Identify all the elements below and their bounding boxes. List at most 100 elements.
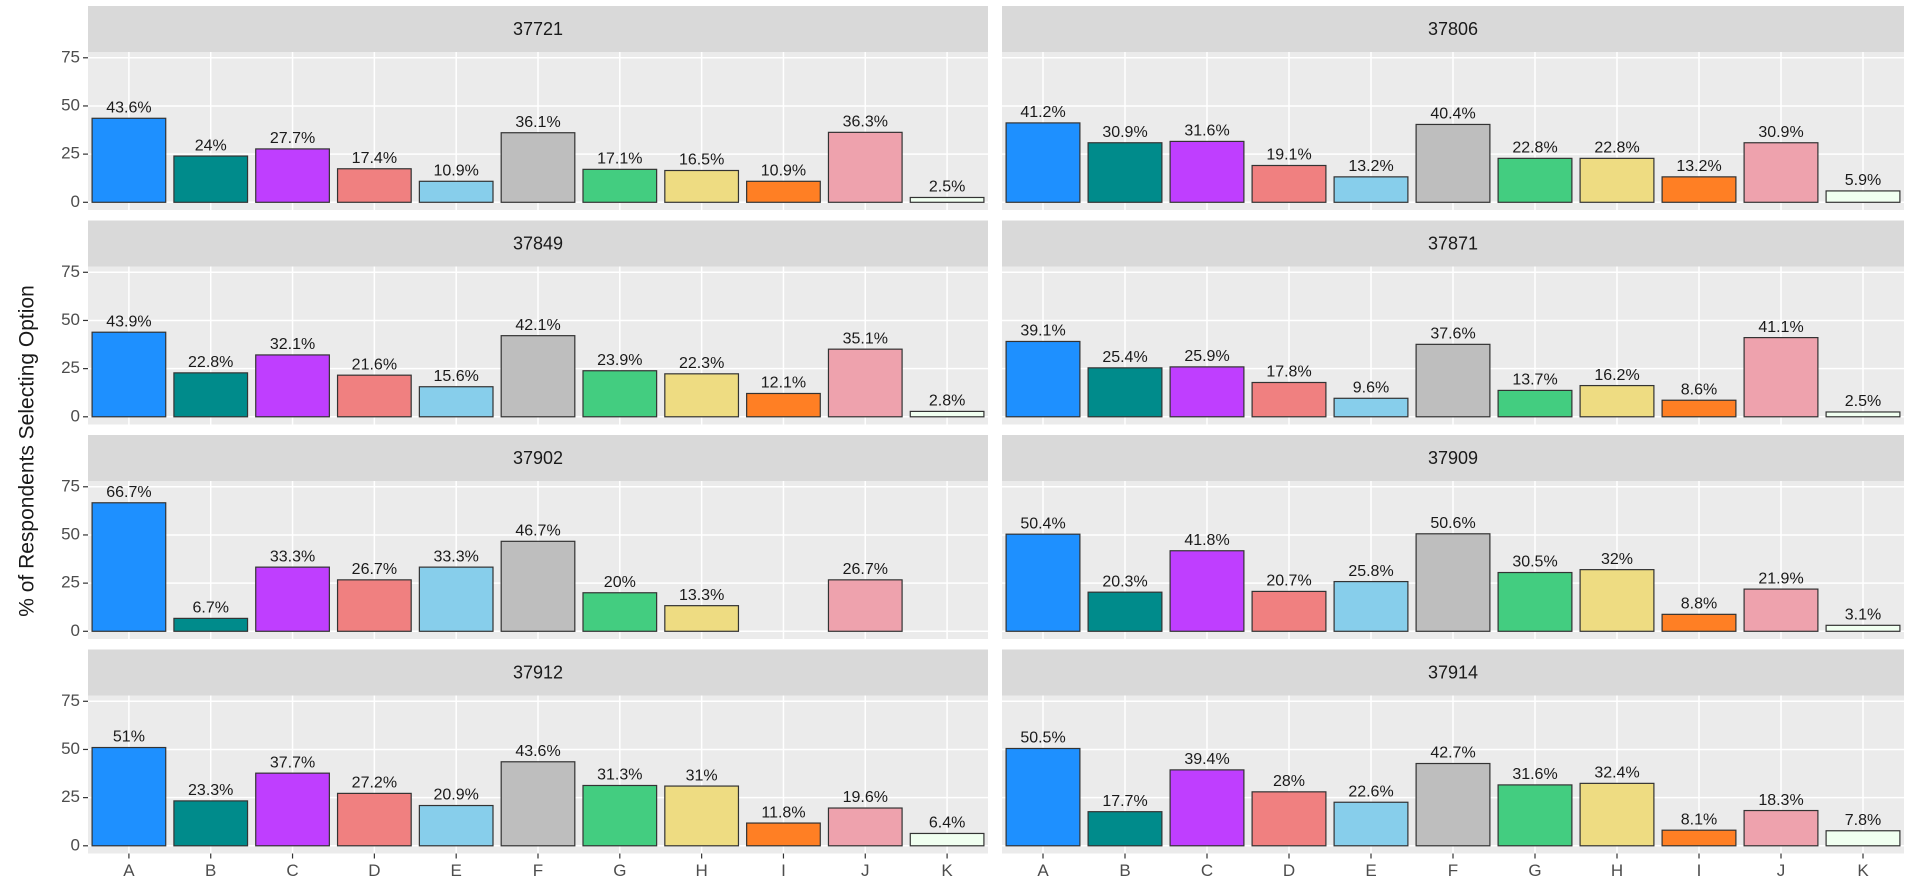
bar [1415,343,1491,418]
x-tick-label: G [1528,861,1541,880]
value-label: 36.1% [515,114,560,131]
x-tick-label: D [1283,861,1295,880]
bar [1825,411,1901,418]
bar [1661,613,1737,632]
y-tick-label: 75 [61,47,80,66]
value-label: 10.9% [433,163,478,180]
value-label: 15.6% [433,368,478,385]
bar [1005,122,1081,203]
value-label: 17.7% [1102,793,1147,810]
panel-title: 37912 [513,662,563,682]
bar [1825,190,1901,203]
bar [1579,157,1655,203]
bar [827,348,903,418]
value-label: 19.1% [1266,147,1311,164]
bar [1579,569,1655,632]
value-label: 32.1% [270,336,315,353]
bar [1251,590,1327,632]
value-label: 19.6% [843,789,888,806]
bar [336,374,412,418]
value-label: 7.8% [1845,812,1881,829]
y-tick-label: 0 [71,835,80,854]
value-label: 41.1% [1758,319,1803,336]
y-tick-label: 50 [61,310,80,329]
value-label: 36.3% [843,114,888,131]
bar [582,168,658,203]
x-tick-label: A [1037,861,1049,880]
strip [88,649,988,696]
bar [746,392,821,418]
value-label: 8.1% [1681,811,1717,828]
value-label: 32% [1601,551,1633,568]
bar [909,410,985,418]
strip [1002,220,1904,267]
value-label: 33.3% [270,548,315,565]
bar [173,617,249,632]
x-tick-label: K [941,861,953,880]
value-label: 26.7% [352,561,397,578]
bar [1169,769,1245,847]
value-label: 22.6% [1348,783,1393,800]
x-tick-label: H [695,861,707,880]
value-label: 30.5% [1512,554,1557,571]
bar [1087,811,1163,847]
x-tick-label: F [533,861,543,880]
strip [88,6,988,52]
bar [1333,397,1409,418]
value-label: 25.9% [1184,348,1229,365]
bar [582,370,658,418]
y-axis-label: % of Respondents Selecting Option [16,285,39,617]
bar [500,761,576,847]
value-label: 31.3% [597,767,642,784]
bar [173,372,249,418]
value-label: 2.5% [1845,393,1881,410]
value-label: 3.1% [1845,607,1881,624]
bar [1497,157,1573,203]
value-label: 37.6% [1430,326,1475,343]
bar [91,502,167,632]
x-tick-label: G [613,861,626,880]
bar [1661,399,1737,418]
bar [91,746,167,847]
x-tick-label: K [1857,861,1869,880]
value-label: 35.1% [843,330,888,347]
x-tick-label: A [123,861,135,880]
value-label: 17.1% [597,151,642,168]
x-tick-label: J [861,861,870,880]
bar [1251,164,1327,203]
x-tick-label: B [205,861,216,880]
x-tick-label: F [1448,861,1458,880]
bar [1333,580,1409,632]
value-label: 17.8% [1266,364,1311,381]
bar [746,822,821,847]
y-tick-label: 75 [61,476,80,495]
bar [1743,809,1819,847]
bar [1169,550,1245,632]
bar [418,386,494,418]
value-label: 43.9% [106,313,151,330]
value-label: 20% [604,574,636,591]
bar [1743,337,1819,418]
value-label: 12.1% [761,375,806,392]
value-label: 37.7% [270,754,315,771]
strip [88,220,988,267]
value-label: 11.8% [761,804,805,821]
value-label: 20.9% [433,787,478,804]
value-label: 23.9% [597,352,642,369]
bar [827,131,903,203]
strip [1002,6,1904,52]
bar [827,579,903,632]
bar [827,807,903,847]
bar [1497,784,1573,847]
value-label: 16.5% [679,152,724,169]
x-tick-label: D [368,861,380,880]
bar [255,566,330,632]
bar [1415,762,1491,847]
value-label: 42.7% [1430,745,1475,762]
value-label: 21.9% [1758,570,1803,587]
value-label: 50.5% [1020,730,1065,747]
x-tick-label: J [1777,861,1786,880]
panel-title: 37806 [1428,19,1478,39]
x-tick-label: I [1697,861,1702,880]
value-label: 18.3% [1758,792,1803,809]
